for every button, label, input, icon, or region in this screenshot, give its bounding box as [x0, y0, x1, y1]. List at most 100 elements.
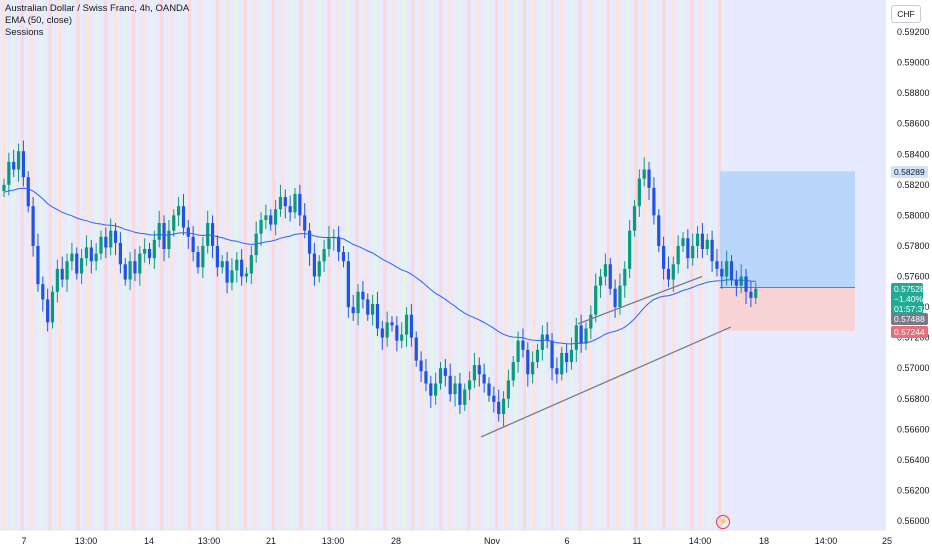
chart-legend: Australian Dollar / Swiss Franc, 4h, OAN… [5, 3, 189, 39]
entry-price-tag: 0.57488 [891, 313, 928, 325]
candle-body [569, 349, 574, 363]
candle-body [157, 223, 161, 240]
price-tick-label: 0.56800 [897, 394, 930, 404]
session-stripe [541, 0, 545, 530]
session-stripe [29, 0, 34, 530]
candle-body [404, 314, 409, 335]
support-trendline [480, 326, 732, 438]
session-stripe [150, 0, 154, 530]
candle-body [94, 253, 98, 262]
session-stripe [718, 0, 722, 530]
session-stripe [578, 0, 582, 530]
candle-body [303, 215, 307, 231]
candle-body [264, 215, 268, 220]
candle-body [143, 248, 147, 254]
candle-body [244, 273, 249, 277]
candle-body [477, 365, 481, 375]
candle-body [147, 248, 152, 259]
candle-body [380, 328, 384, 338]
candle-body [41, 284, 45, 300]
candle-body [443, 368, 447, 376]
candle-body [589, 314, 593, 329]
session-stripe [560, 0, 564, 530]
candle-body [535, 349, 540, 363]
last-price-change: −1.40% [894, 294, 924, 304]
session-stripe [597, 0, 601, 530]
candle-body [618, 285, 622, 308]
session-stripe [262, 0, 266, 530]
candle-body [720, 268, 724, 277]
candle-body [506, 380, 510, 399]
candle-body [434, 383, 438, 396]
candle-body [186, 227, 190, 237]
candle-body [453, 383, 457, 395]
candle-body [579, 325, 583, 344]
stop-price-tag: 0.57244 [891, 326, 928, 338]
candle-body [191, 236, 195, 253]
candle-body [739, 276, 743, 286]
session-stripe [271, 0, 275, 530]
candle-body [419, 360, 423, 372]
session-stripe [569, 0, 573, 530]
session-stripe [625, 0, 629, 530]
time-tick-label: 13:00 [198, 536, 221, 546]
session-stripe [290, 0, 294, 530]
candle-body [468, 380, 472, 390]
time-tick-label: 18 [759, 536, 769, 546]
candle-body [686, 238, 690, 259]
ema-line [3, 187, 756, 345]
candle-body [516, 340, 520, 363]
candle-body [729, 261, 734, 280]
time-tick-label: 13:00 [75, 536, 98, 546]
session-stripe [169, 0, 173, 530]
candle-body [598, 276, 603, 286]
candle-body [220, 261, 224, 268]
session-stripe [253, 0, 257, 530]
candle-body [734, 279, 738, 286]
session-stripe [476, 0, 480, 530]
candle-body [312, 253, 316, 277]
price-axis[interactable]: 0.59200 0.59000 0.58800 0.58600 0.58400 0.582… [897, 27, 930, 526]
session-stripe [522, 0, 526, 530]
candle-body [584, 328, 588, 344]
symbol-title[interactable]: Australian Dollar / Swiss Franc, 4h, OAN… [5, 3, 190, 14]
session-stripe [699, 0, 703, 530]
candle-body [681, 238, 685, 246]
time-tick-label: 7 [21, 536, 26, 546]
candle-body [50, 291, 55, 323]
price-tick-label: 0.57600 [897, 272, 930, 282]
candle-body [65, 261, 69, 280]
candle-body [555, 368, 559, 375]
session-stripe [104, 0, 108, 530]
candle-body [162, 223, 166, 249]
candle-body [16, 151, 21, 170]
loss-zone [720, 287, 855, 331]
session-stripe [336, 0, 340, 530]
session-stripe [690, 0, 694, 530]
last-price-tag: 0.57528 −1.40% 01:57:31 [891, 283, 927, 315]
profit-zone [720, 171, 855, 288]
session-stripe [11, 0, 15, 530]
long-position-tool[interactable] [720, 171, 855, 331]
session-stripe [141, 0, 145, 530]
candle-body [80, 258, 84, 274]
candle-body [240, 259, 244, 277]
candle-body [123, 264, 127, 280]
lightning-icon[interactable]: ⚡ [716, 515, 730, 529]
session-stripe [327, 0, 331, 530]
candle-body [356, 291, 360, 314]
candle-body [414, 337, 418, 361]
ema-indicator-label[interactable]: EMA (50, close) [5, 15, 73, 26]
candle-body [560, 352, 564, 375]
candle-body [181, 206, 186, 228]
candle-body [744, 276, 748, 292]
currency-button[interactable]: CHF [891, 5, 921, 23]
candle-body [642, 169, 646, 179]
candle-body [210, 223, 215, 246]
session-stripe [485, 0, 489, 530]
trendlines[interactable] [480, 275, 732, 438]
sessions-indicator-label[interactable]: Sessions [5, 27, 44, 38]
candle-body [288, 206, 292, 213]
time-axis[interactable]: 7 13:00 14 13:00 21 13:00 28 Nov 6 11 14:00 18 14:00… [21, 536, 892, 546]
